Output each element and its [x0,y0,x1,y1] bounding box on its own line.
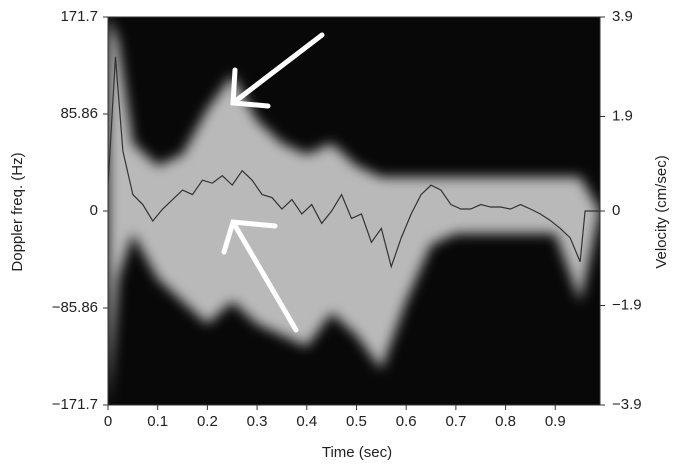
y2-tick-label: 3.9 [612,8,633,25]
x-tick-label: 0.4 [296,413,317,430]
x-tick-label: 0.9 [545,413,566,430]
y2-tick-label: 0 [612,202,620,219]
x-tick-label: 0 [104,413,112,430]
y-tick-label: 171.7 [60,8,98,25]
arrow [230,32,325,109]
spectrum-layer [108,17,600,405]
y-axis-label: Doppler freq. (Hz) [9,152,26,271]
arrows [221,32,325,333]
line-layer [108,56,600,269]
y-tick-label: −85.86 [52,299,98,316]
x-tick-label: 0.8 [495,413,516,430]
x-tick-label: 0.7 [445,413,466,430]
x-axis-label: Time (sec) [322,444,392,461]
y2-axis-label: Velocity (cm/sec) [653,155,670,268]
spectrum-upper [108,17,600,211]
x-tick-label: 0.3 [247,413,268,430]
arrow [221,219,299,333]
velocity-line [108,56,600,269]
y2-tick-label: −3.9 [612,396,642,413]
y-tick-label: 0 [90,202,98,219]
y2-tick-label: 1.9 [612,107,633,124]
x-tick-label: 0.5 [346,413,367,430]
x-tick-label: 0.2 [197,413,218,430]
x-tick-label: 0.6 [396,413,417,430]
y-tick-label: −171.7 [52,396,98,413]
y-tick-label: 85.86 [60,105,98,122]
x-tick-label: 0.1 [147,413,168,430]
y2-tick-label: −1.9 [612,296,642,313]
spectrum-lower [108,211,600,405]
